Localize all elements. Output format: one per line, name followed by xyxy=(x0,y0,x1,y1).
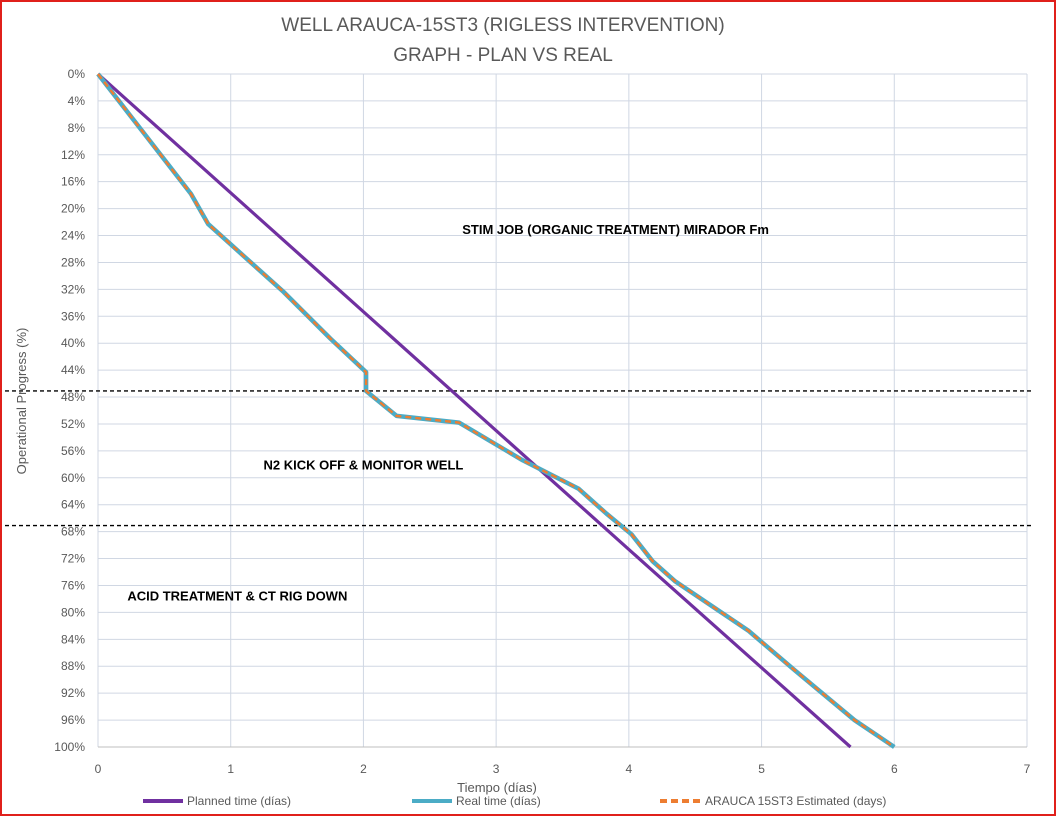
y-tick-label: 96% xyxy=(61,713,85,727)
y-tick-label: 16% xyxy=(61,175,85,189)
series-line-estimated xyxy=(97,73,895,748)
x-tick-label: 5 xyxy=(758,762,765,776)
legend: Planned time (días) Real time (días) ARA… xyxy=(143,794,886,808)
y-tick-label: 4% xyxy=(68,94,86,108)
x-tick-label: 3 xyxy=(493,762,500,776)
grid-lines xyxy=(97,73,1028,748)
y-tick-labels: 0% 4% 8% 12% 16% 20% 24% 28% 32% 36% 40% 44% 48% 52% 5… xyxy=(54,67,85,754)
annotation-n2-kick-off: N2 KICK OFF & MONITOR WELL xyxy=(264,457,464,472)
y-tick-label: 36% xyxy=(61,309,85,323)
legend-label-real: Real time (días) xyxy=(456,794,541,808)
x-axis-label: Tiempo (días) xyxy=(457,780,537,795)
legend-label-estimated: ARAUCA 15ST3 Estimated (days) xyxy=(705,794,886,808)
x-tick-label: 7 xyxy=(1024,762,1031,776)
y-tick-label: 88% xyxy=(61,659,85,673)
y-tick-label: 24% xyxy=(61,229,85,243)
y-tick-label: 68% xyxy=(61,525,85,539)
y-tick-label: 76% xyxy=(61,578,85,592)
chart-title-line2: GRAPH - PLAN VS REAL xyxy=(393,45,613,66)
annotation-stim-job: STIM JOB (ORGANIC TREATMENT) MIRADOR Fm xyxy=(462,222,769,237)
y-axis-label: Operational Progress (%) xyxy=(14,328,29,475)
x-tick-label: 6 xyxy=(891,762,898,776)
y-tick-label: 28% xyxy=(61,255,85,269)
y-tick-label: 64% xyxy=(61,498,85,512)
y-tick-label: 92% xyxy=(61,686,85,700)
x-tick-label: 1 xyxy=(227,762,234,776)
x-tick-labels: 0 1 2 3 4 5 6 7 xyxy=(95,762,1031,776)
y-tick-label: 12% xyxy=(61,148,85,162)
x-tick-label: 0 xyxy=(95,762,102,776)
series-lines xyxy=(96,72,896,749)
x-tick-label: 4 xyxy=(626,762,633,776)
chart-title-line1: WELL ARAUCA-15ST3 (RIGLESS INTERVENTION) xyxy=(281,15,724,36)
y-tick-label: 56% xyxy=(61,444,85,458)
y-tick-label: 8% xyxy=(68,121,86,135)
y-tick-label: 80% xyxy=(61,605,85,619)
y-tick-label: 0% xyxy=(68,67,86,81)
y-tick-label: 60% xyxy=(61,471,85,485)
y-tick-label: 32% xyxy=(61,282,85,296)
y-tick-label: 48% xyxy=(61,390,85,404)
series-line-planned xyxy=(96,72,852,749)
reference-lines xyxy=(5,390,1033,527)
y-tick-label: 84% xyxy=(61,632,85,646)
y-tick-label: 40% xyxy=(61,336,85,350)
y-tick-label: 20% xyxy=(61,202,85,216)
legend-label-planned: Planned time (días) xyxy=(187,794,291,808)
y-tick-label: 72% xyxy=(61,552,85,566)
y-tick-label: 100% xyxy=(54,740,85,754)
y-tick-label: 44% xyxy=(61,363,85,377)
annotation-acid-treatment: ACID TREATMENT & CT RIG DOWN xyxy=(127,589,347,604)
y-tick-label: 52% xyxy=(61,417,85,431)
x-tick-label: 2 xyxy=(360,762,367,776)
